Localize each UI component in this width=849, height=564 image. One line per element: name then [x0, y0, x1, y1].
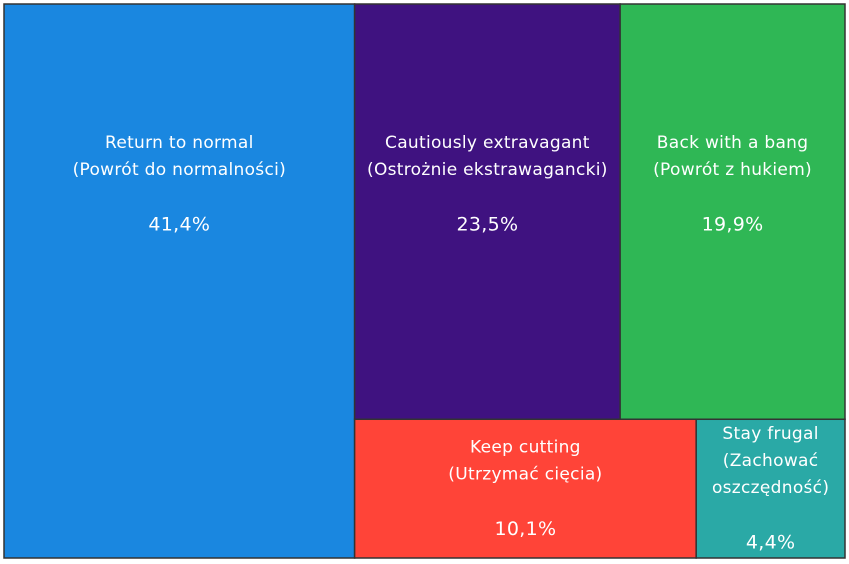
cell-label: oszczędność) [712, 478, 829, 498]
cell-label: Back with a bang [657, 133, 809, 153]
cell-label: (Powrót z hukiem) [653, 160, 812, 180]
treemap-cell [695, 418, 846, 559]
cell-label: Keep cutting [470, 438, 581, 458]
treemap-cell [353, 3, 621, 421]
cell-label: (Powrót do normalności) [73, 160, 286, 180]
value-label: 23,5% [456, 214, 518, 236]
value-label: 10,1% [494, 518, 556, 540]
cell-label: (Zachować [723, 451, 819, 471]
treemap-cell [353, 418, 697, 559]
treemap-cell [3, 3, 356, 559]
cell-label: (Ostrożnie ekstrawagancki) [367, 160, 608, 180]
value-label: 19,9% [702, 214, 764, 236]
cell-label: Stay frugal [722, 424, 818, 444]
cell-label: Cautiously extravagant [385, 133, 590, 153]
value-label: 4,4% [746, 532, 795, 554]
treemap-cell [619, 3, 846, 421]
cell-label: Return to normal [105, 133, 254, 153]
value-label: 41,4% [148, 214, 210, 236]
cell-label: (Utrzymać cięcia) [448, 465, 602, 485]
